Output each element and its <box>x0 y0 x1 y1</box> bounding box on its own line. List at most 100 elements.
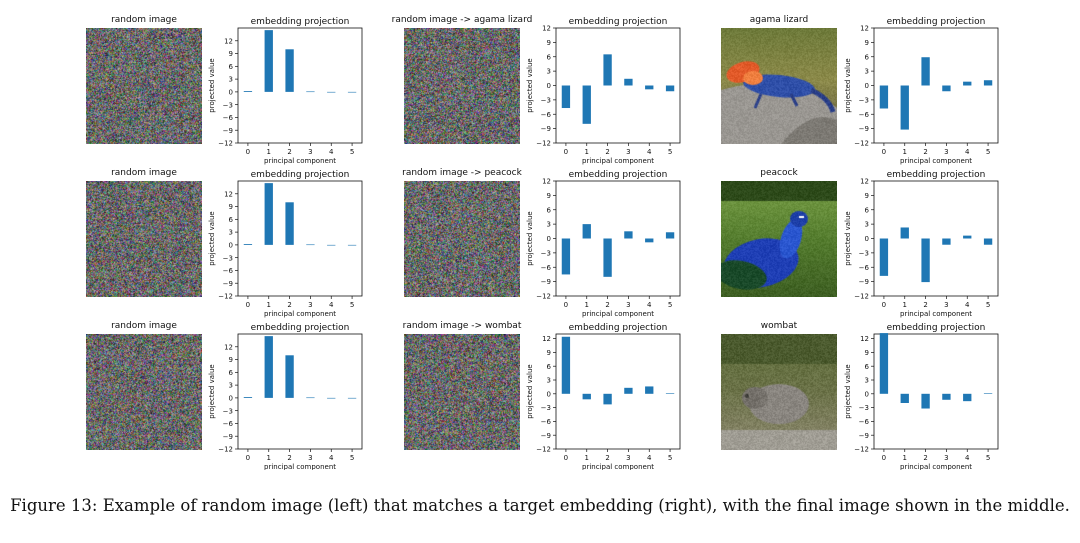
y-tick-label: −9 <box>859 125 869 133</box>
x-tick-label: 5 <box>668 301 672 309</box>
plot-frame <box>873 180 999 297</box>
y-tick-label: 0 <box>229 88 233 96</box>
wombat-photo <box>721 334 837 450</box>
x-tick-label: 2 <box>923 454 927 462</box>
bar-pc-0 <box>561 85 571 109</box>
embedding-projection-chart: embedding projection 12 9 6 3 0 −3 −6 −9 −12 0 1 2 3 4… <box>518 168 690 318</box>
x-tick-label: 4 <box>965 301 970 309</box>
x-tick-label: 3 <box>944 454 948 462</box>
x-tick-label: 2 <box>605 454 609 462</box>
noise-image <box>404 28 520 144</box>
x-tick-label: 2 <box>605 301 609 309</box>
y-tick-label: 6 <box>229 369 234 377</box>
lizard-photo <box>721 28 837 144</box>
image-title: random image <box>111 321 177 331</box>
bar-pc-5 <box>665 393 675 394</box>
x-tick-label: 4 <box>329 301 334 309</box>
x-axis-label: principal component <box>582 310 654 318</box>
bar-pc-0 <box>561 336 571 394</box>
y-tick-label: 3 <box>547 221 551 229</box>
bar-pc-0 <box>879 333 889 394</box>
bar-pc-4 <box>645 85 654 90</box>
bar-pc-0 <box>561 238 571 275</box>
bar-pc-0 <box>243 91 253 92</box>
bar-pc-1 <box>264 336 273 398</box>
y-tick-label: 3 <box>229 229 233 237</box>
x-tick-label: 2 <box>605 148 609 156</box>
x-tick-label: 4 <box>965 454 970 462</box>
image-title: wombat <box>760 321 798 331</box>
y-tick-label: 12 <box>542 25 551 33</box>
embedding-projection-chart: embedding projection 12 9 6 3 0 −3 −6 −9 −12 0 1 2 3 4… <box>200 15 372 165</box>
x-tick-label: 1 <box>903 301 907 309</box>
bar-pc-2 <box>285 355 294 398</box>
y-axis-label: projected value <box>526 211 534 265</box>
y-tick-label: 12 <box>542 178 551 186</box>
image-title: random image -> wombat <box>402 321 522 331</box>
bar-pc-2 <box>603 54 612 86</box>
x-tick-label: 3 <box>626 301 630 309</box>
plot-frame <box>555 180 681 297</box>
y-tick-label: 0 <box>547 390 551 398</box>
y-tick-label: −9 <box>541 432 551 440</box>
x-axis-label: principal component <box>264 463 336 470</box>
target-image-panel: peacock <box>721 168 837 297</box>
x-axis-label: principal component <box>264 310 336 318</box>
x-tick-label: 3 <box>944 301 948 309</box>
x-tick-label: 5 <box>986 301 990 309</box>
y-tick-label: 9 <box>547 39 551 47</box>
embedding-projection-chart: embedding projection 12 9 6 3 0 −3 −6 −9 −12 0 1 2 3 4… <box>836 321 1008 470</box>
y-tick-label: −9 <box>541 278 551 286</box>
x-tick-label: 2 <box>287 454 291 462</box>
bar-pc-1 <box>264 30 273 92</box>
y-tick-label: −6 <box>859 111 870 119</box>
x-tick-label: 1 <box>903 148 907 156</box>
y-tick-label: −12 <box>854 140 869 148</box>
x-tick-label: 5 <box>668 148 672 156</box>
y-tick-label: −6 <box>541 418 552 426</box>
chart-title: embedding projection <box>251 323 350 333</box>
bar-pc-1 <box>582 224 591 239</box>
x-tick-label: 5 <box>986 148 990 156</box>
plot-frame <box>555 333 681 450</box>
y-axis-label: projected value <box>208 211 216 265</box>
y-tick-label: 0 <box>229 394 233 402</box>
x-tick-label: 2 <box>287 148 291 156</box>
x-tick-label: 4 <box>647 148 652 156</box>
y-tick-label: −3 <box>541 249 551 257</box>
y-tick-label: 9 <box>229 203 233 211</box>
bar-pc-4 <box>327 397 336 399</box>
noise-image-panel: random image <box>86 168 202 297</box>
x-tick-label: 1 <box>585 148 589 156</box>
x-tick-label: 5 <box>668 454 672 462</box>
y-tick-label: 3 <box>865 377 869 385</box>
bar-pc-3 <box>624 387 633 394</box>
x-tick-label: 4 <box>965 148 970 156</box>
y-tick-label: 3 <box>229 76 233 84</box>
bar-pc-3 <box>942 85 951 92</box>
y-tick-label: −9 <box>541 125 551 133</box>
plot-frame <box>873 27 999 144</box>
embedding-projection-chart: embedding projection 12 9 6 3 0 −3 −6 −9 −12 0 1 2 3 4… <box>518 321 690 470</box>
bar-pc-2 <box>921 393 930 409</box>
y-tick-label: −6 <box>541 264 552 272</box>
chart-title: embedding projection <box>569 17 668 27</box>
x-tick-label: 5 <box>350 454 354 462</box>
x-tick-label: 0 <box>564 148 568 156</box>
y-tick-label: 9 <box>865 192 869 200</box>
y-tick-label: −3 <box>541 96 551 104</box>
plot-frame <box>555 27 681 144</box>
embedding-projection-chart: embedding projection 12 9 6 3 0 −3 −6 −9 −12 0 1 2 3 4… <box>200 321 372 470</box>
bar-pc-3 <box>306 91 315 93</box>
bar-pc-2 <box>921 57 930 86</box>
x-tick-label: 0 <box>564 454 568 462</box>
x-tick-label: 1 <box>585 301 589 309</box>
y-tick-label: 0 <box>865 235 869 243</box>
